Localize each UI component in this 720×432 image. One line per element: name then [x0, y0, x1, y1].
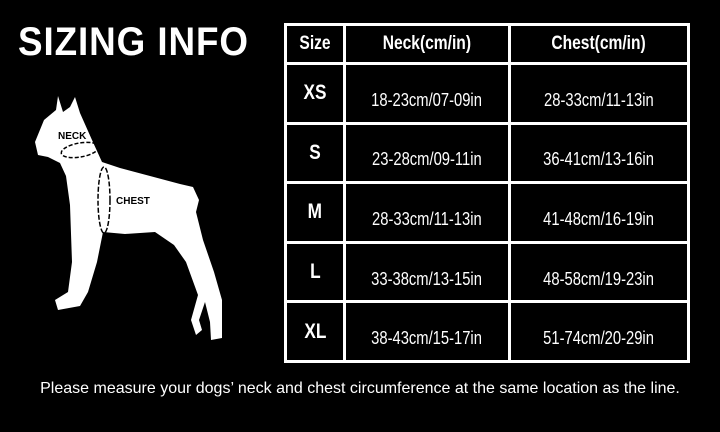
- size-cell: XS: [284, 62, 346, 125]
- dog-silhouette-diagram: NECK CHEST: [35, 96, 222, 340]
- neck-cell: 38-43cm/15-17in: [343, 300, 511, 363]
- neck-cell: 18-23cm/07-09in: [343, 62, 511, 125]
- header-chest: Chest(cm/in): [508, 23, 690, 65]
- measurement-note: Please measure your dogs’ neck and chest…: [40, 380, 680, 397]
- header-size: Size: [284, 23, 346, 65]
- chest-measure-line: [97, 166, 111, 234]
- size-cell: S: [284, 121, 346, 185]
- chest-cell: 48-58cm/19-23in: [508, 240, 690, 304]
- page-title: SIZING INFO: [18, 20, 249, 64]
- neck-cell: 28-33cm/11-13in: [343, 181, 511, 244]
- size-cell: L: [284, 240, 346, 304]
- chest-cell: 51-74cm/20-29in: [508, 300, 690, 363]
- neck-measure-line: [60, 141, 100, 159]
- table-row: XL 38-43cm/15-17in 51-74cm/20-29in: [284, 300, 690, 363]
- neck-label: NECK: [58, 131, 87, 142]
- header-neck: Neck(cm/in): [343, 23, 511, 65]
- size-cell: XL: [284, 300, 346, 363]
- table-row: L 33-38cm/13-15in 48-58cm/19-23in: [284, 240, 690, 304]
- table-row: XS 18-23cm/07-09in 28-33cm/11-13in: [284, 62, 690, 125]
- table-header-row: Size Neck(cm/in) Chest(cm/in): [284, 23, 690, 65]
- neck-cell: 23-28cm/09-11in: [343, 121, 511, 185]
- table-row: S 23-28cm/09-11in 36-41cm/13-16in: [284, 121, 690, 185]
- size-cell: M: [284, 181, 346, 244]
- neck-cell: 33-38cm/13-15in: [343, 240, 511, 304]
- chest-cell: 28-33cm/11-13in: [508, 62, 690, 125]
- sizing-table: Size Neck(cm/in) Chest(cm/in) XS 18-23cm…: [284, 23, 690, 363]
- chest-cell: 36-41cm/13-16in: [508, 121, 690, 185]
- chest-label: CHEST: [116, 196, 150, 207]
- table-row: M 28-33cm/11-13in 41-48cm/16-19in: [284, 181, 690, 244]
- chest-cell: 41-48cm/16-19in: [508, 181, 690, 244]
